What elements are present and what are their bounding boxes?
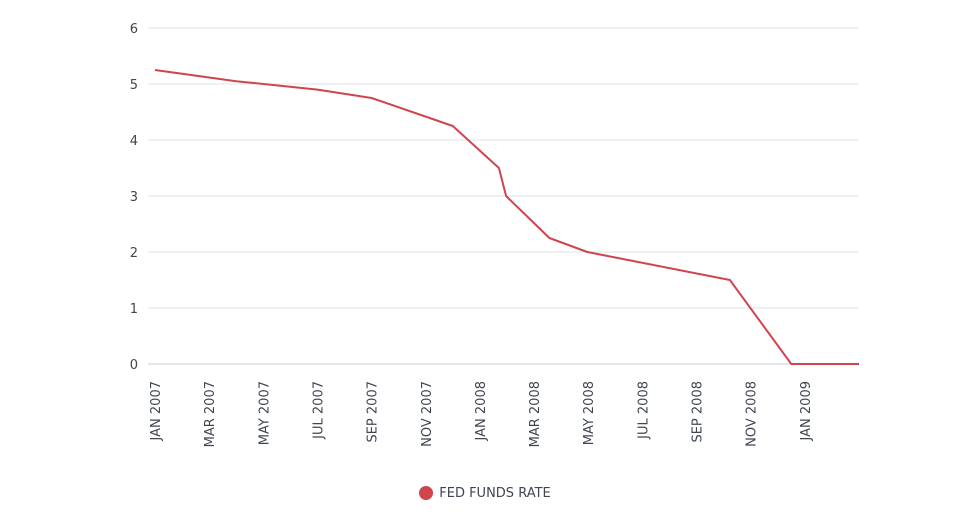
y-tick-label: 2 <box>130 246 138 261</box>
legend: FED FUNDS RATE <box>0 482 970 504</box>
y-tick-label: 6 <box>130 22 138 37</box>
x-tick-label: MAR 2008 <box>528 381 543 447</box>
x-tick-label: JUL 2008 <box>636 381 651 440</box>
gridlines <box>148 27 859 365</box>
y-tick-label: 1 <box>130 302 138 317</box>
y-tick-label: 3 <box>130 190 138 205</box>
x-tick-label: MAR 2007 <box>203 381 218 447</box>
legend-label: FED FUNDS RATE <box>439 485 551 501</box>
series-line <box>154 69 859 365</box>
series-lines <box>154 69 859 365</box>
legend-dot <box>419 486 434 500</box>
line-chart: 0 1 2 3 4 5 6 JAN 2007 MAR 2007 MAY 2007 JUL 2007… <box>130 22 859 447</box>
x-tick-label: SEP 2008 <box>691 381 706 443</box>
x-tick-label: NOV 2008 <box>745 381 760 447</box>
y-tick-label: 5 <box>130 78 138 93</box>
y-tick-label: 0 <box>130 358 138 373</box>
y-axis-ticks: 0 1 2 3 4 5 6 <box>130 22 138 373</box>
x-tick-label: JAN 2008 <box>474 381 489 441</box>
x-tick-label: MAY 2008 <box>582 381 597 445</box>
x-tick-label: MAY 2007 <box>257 381 272 445</box>
x-tick-label: JAN 2009 <box>799 381 814 441</box>
x-axis-ticks: JAN 2007 MAR 2007 MAY 2007 JUL 2007 SEP 2007… <box>149 381 814 447</box>
x-tick-label: SEP 2007 <box>366 381 381 443</box>
x-tick-label: JUL 2007 <box>311 381 326 440</box>
x-tick-label: NOV 2007 <box>420 381 435 447</box>
x-tick-label: JAN 2007 <box>149 381 164 441</box>
y-tick-label: 4 <box>130 134 138 149</box>
